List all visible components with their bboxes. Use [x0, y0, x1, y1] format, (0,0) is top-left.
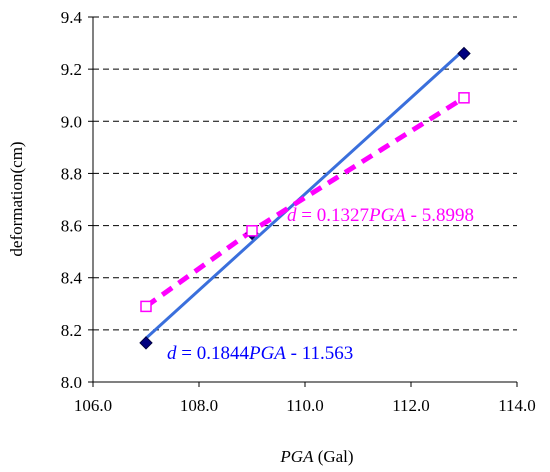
- y-tick-labels: 8.0 8.2 8.4 8.6 8.8 9.0 9.2 9.4: [61, 8, 83, 392]
- series-2-point: [458, 92, 470, 104]
- series-2-point: [140, 300, 152, 313]
- grid-lines: [93, 16, 517, 331]
- x-tick-labels: 106.0 108.0 110.0 112.0 114.0: [74, 396, 536, 415]
- y-tick-label: 8.6: [61, 217, 82, 236]
- x-axis-title: PGA (Gal): [279, 447, 353, 466]
- fit-lines: [144, 48, 466, 340]
- trendline-2: [144, 95, 466, 309]
- x-axis-title-italic: PGA: [279, 447, 314, 466]
- trendline-1: [144, 48, 466, 340]
- series-1-point: [139, 336, 153, 350]
- series-2-point: [246, 225, 258, 237]
- x-tick-label: 108.0: [180, 396, 218, 415]
- y-tick-label: 8.2: [61, 321, 82, 340]
- data-points: [139, 46, 471, 350]
- y-tick-label: 8.4: [61, 269, 83, 288]
- equation-annotation-1: d = 0.1844PGA - 11.563: [167, 343, 353, 364]
- x-tick-label: 106.0: [74, 396, 112, 415]
- equation-annotation-2: d = 0.1327PGA - 5.8998: [287, 205, 474, 226]
- x-axis-title-unit: (Gal): [313, 447, 353, 466]
- y-axis-title: deformation(cm): [7, 141, 26, 256]
- axes: [88, 16, 518, 387]
- y-tick-label: 8.0: [61, 373, 82, 392]
- y-tick-label: 9.4: [61, 8, 83, 27]
- y-tick-label: 8.8: [61, 164, 82, 183]
- x-tick-label: 110.0: [286, 396, 324, 415]
- y-tick-label: 9.2: [61, 60, 82, 79]
- series-1-point: [457, 46, 471, 61]
- x-tick-label: 112.0: [392, 396, 430, 415]
- y-tick-label: 9.0: [61, 112, 82, 131]
- x-tick-label: 114.0: [498, 396, 536, 415]
